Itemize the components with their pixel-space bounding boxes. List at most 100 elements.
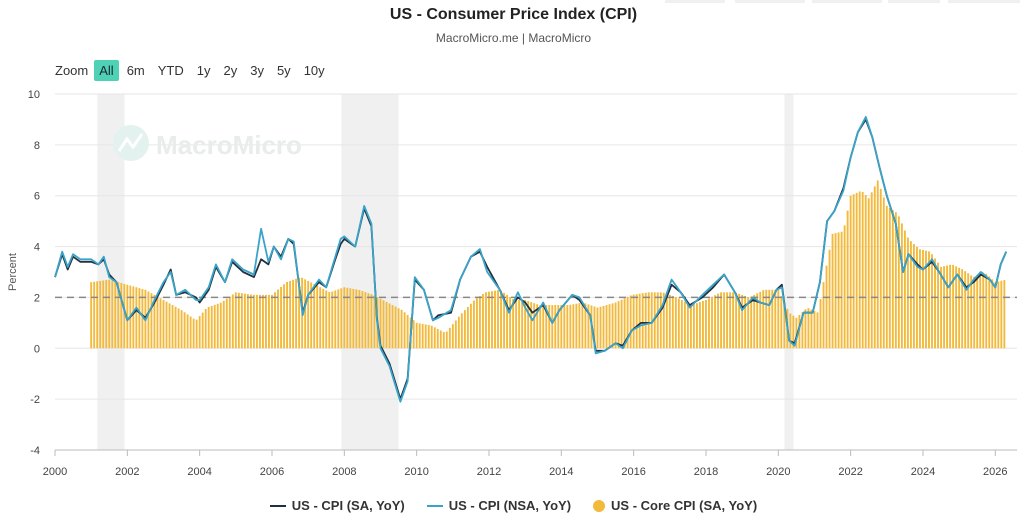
core-cpi-bar[interactable] bbox=[940, 266, 942, 349]
core-cpi-bar[interactable] bbox=[973, 276, 976, 349]
core-cpi-bar[interactable] bbox=[349, 288, 352, 349]
core-cpi-bar[interactable] bbox=[982, 272, 985, 349]
core-cpi-bar[interactable] bbox=[234, 292, 237, 349]
core-cpi-bar[interactable] bbox=[647, 292, 650, 349]
top-tab-3[interactable] bbox=[812, 0, 882, 3]
core-cpi-bar[interactable] bbox=[111, 280, 114, 349]
core-cpi-bar[interactable] bbox=[617, 301, 620, 349]
core-cpi-bar[interactable] bbox=[738, 293, 741, 349]
legend-item-cpi-sa[interactable]: US - CPI (SA, YoY) bbox=[269, 498, 405, 513]
core-cpi-bar[interactable] bbox=[415, 322, 418, 349]
core-cpi-bar[interactable] bbox=[328, 292, 331, 349]
core-cpi-bar[interactable] bbox=[527, 301, 530, 349]
core-cpi-bar[interactable] bbox=[714, 295, 716, 349]
core-cpi-bar[interactable] bbox=[156, 296, 159, 349]
core-cpi-bar[interactable] bbox=[602, 305, 605, 349]
core-cpi-bar[interactable] bbox=[909, 241, 912, 349]
core-cpi-bar[interactable] bbox=[277, 289, 279, 349]
core-cpi-bar[interactable] bbox=[949, 264, 952, 349]
core-cpi-bar[interactable] bbox=[120, 283, 123, 349]
core-cpi-bar[interactable] bbox=[298, 277, 301, 349]
core-cpi-bar[interactable] bbox=[141, 288, 144, 349]
core-cpi-bar[interactable] bbox=[319, 287, 322, 349]
core-cpi-bar[interactable] bbox=[937, 262, 939, 349]
core-cpi-bar[interactable] bbox=[665, 293, 668, 349]
core-cpi-bar[interactable] bbox=[102, 280, 105, 349]
core-cpi-bar[interactable] bbox=[240, 293, 243, 349]
core-cpi-bar[interactable] bbox=[792, 315, 795, 349]
core-cpi-bar[interactable] bbox=[222, 300, 225, 349]
core-cpi-bar[interactable] bbox=[683, 301, 686, 349]
core-cpi-bar[interactable] bbox=[159, 298, 162, 349]
core-cpi-bar[interactable] bbox=[952, 264, 955, 349]
core-cpi-bar[interactable] bbox=[925, 250, 927, 349]
core-cpi-bar[interactable] bbox=[406, 314, 409, 349]
core-cpi-bar[interactable] bbox=[322, 288, 325, 349]
core-cpi-bar[interactable] bbox=[249, 294, 252, 349]
core-cpi-bar[interactable] bbox=[789, 313, 792, 349]
core-cpi-bar[interactable] bbox=[93, 281, 96, 349]
core-cpi-bar[interactable] bbox=[424, 324, 427, 349]
core-cpi-bar[interactable] bbox=[334, 290, 337, 349]
core-cpi-bar[interactable] bbox=[325, 290, 328, 349]
core-cpi-bar[interactable] bbox=[970, 275, 973, 349]
core-cpi-bar[interactable] bbox=[394, 306, 397, 349]
core-cpi-bar[interactable] bbox=[723, 292, 725, 349]
core-cpi-bar[interactable] bbox=[382, 300, 385, 349]
core-cpi-bar[interactable] bbox=[729, 292, 732, 349]
core-cpi-bar[interactable] bbox=[906, 237, 909, 349]
core-cpi-bar[interactable] bbox=[445, 331, 448, 349]
core-cpi-bar[interactable] bbox=[551, 305, 554, 349]
core-cpi-bar[interactable] bbox=[804, 309, 807, 349]
core-cpi-bar[interactable] bbox=[286, 281, 288, 349]
core-cpi-bar[interactable] bbox=[545, 305, 548, 349]
core-cpi-bar[interactable] bbox=[623, 298, 626, 349]
core-cpi-bar[interactable] bbox=[638, 293, 641, 349]
core-cpi-bar[interactable] bbox=[816, 312, 819, 349]
core-cpi-bar[interactable] bbox=[668, 294, 671, 349]
core-cpi-bar[interactable] bbox=[837, 232, 840, 349]
core-cpi-bar[interactable] bbox=[708, 298, 710, 349]
core-cpi-bar[interactable] bbox=[635, 294, 638, 349]
core-cpi-bar[interactable] bbox=[861, 191, 864, 349]
zoom-all-button[interactable]: All bbox=[94, 60, 119, 81]
core-cpi-bar[interactable] bbox=[367, 293, 370, 349]
core-cpi-bar[interactable] bbox=[370, 294, 373, 349]
top-tab-5[interactable] bbox=[948, 0, 1020, 3]
core-cpi-bar[interactable] bbox=[919, 249, 921, 349]
core-cpi-bar[interactable] bbox=[271, 294, 273, 349]
core-cpi-bar[interactable] bbox=[955, 266, 958, 349]
core-cpi-bar[interactable] bbox=[753, 294, 756, 349]
core-cpi-bar[interactable] bbox=[903, 230, 906, 349]
core-cpi-bar[interactable] bbox=[265, 294, 267, 349]
core-cpi-bar[interactable] bbox=[99, 280, 102, 349]
core-cpi-bar[interactable] bbox=[659, 292, 662, 349]
cpi-chart[interactable]: MacroMicro -4 -2 0 2 4 6 8 10 2000 2002 2004 2006 2… bbox=[0, 0, 1027, 495]
core-cpi-bar[interactable] bbox=[912, 244, 915, 349]
core-cpi-bar[interactable] bbox=[195, 319, 198, 349]
core-cpi-bar[interactable] bbox=[466, 306, 469, 349]
core-cpi-bar[interactable] bbox=[539, 305, 542, 349]
core-cpi-bar[interactable] bbox=[201, 312, 204, 349]
core-cpi-bar[interactable] bbox=[958, 267, 961, 349]
core-cpi-bar[interactable] bbox=[831, 233, 834, 349]
core-cpi-bar[interactable] bbox=[686, 303, 689, 349]
core-cpi-bar[interactable] bbox=[509, 297, 512, 349]
core-cpi-bar[interactable] bbox=[427, 324, 430, 349]
core-cpi-bar[interactable] bbox=[807, 308, 810, 349]
core-cpi-bar[interactable] bbox=[976, 275, 979, 349]
core-cpi-bar[interactable] bbox=[611, 303, 614, 349]
core-cpi-bar[interactable] bbox=[1000, 280, 1003, 349]
core-cpi-bar[interactable] bbox=[358, 290, 361, 349]
core-cpi-bar[interactable] bbox=[454, 320, 457, 349]
core-cpi-bar[interactable] bbox=[741, 294, 744, 349]
core-cpi-bar[interactable] bbox=[662, 292, 665, 349]
core-cpi-bar[interactable] bbox=[867, 198, 870, 349]
core-cpi-bar[interactable] bbox=[216, 303, 219, 349]
core-cpi-bar[interactable] bbox=[126, 284, 129, 349]
core-cpi-bar[interactable] bbox=[171, 305, 174, 349]
core-cpi-bar[interactable] bbox=[204, 309, 207, 349]
core-cpi-bar[interactable] bbox=[280, 286, 282, 349]
core-cpi-bar[interactable] bbox=[397, 308, 400, 349]
core-cpi-bar[interactable] bbox=[870, 192, 873, 349]
